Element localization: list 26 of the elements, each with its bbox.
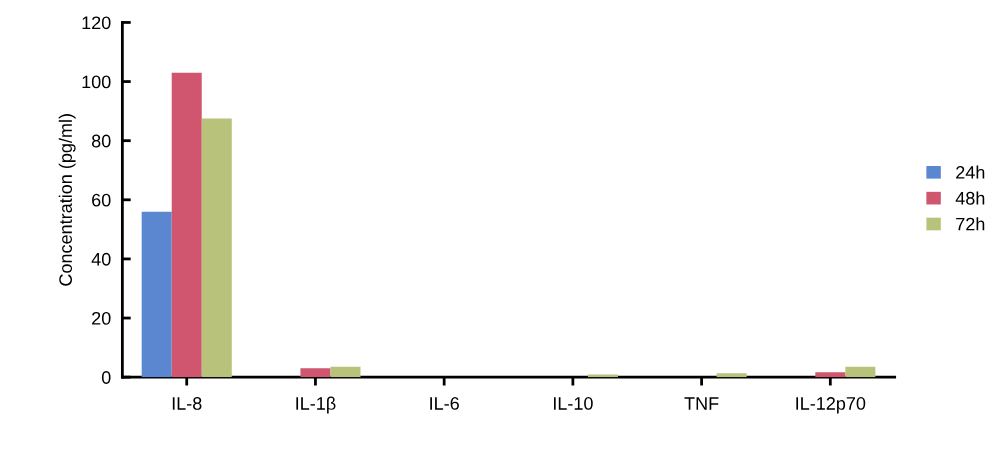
x-tick-label: IL-12p70 bbox=[796, 397, 866, 414]
bar bbox=[300, 368, 331, 378]
bar bbox=[587, 374, 618, 378]
x-tick-label: IL-1β bbox=[296, 396, 336, 414]
x-tick-label: TNF bbox=[684, 397, 719, 410]
y-tick-label: 80 bbox=[91, 134, 111, 148]
bar bbox=[330, 366, 361, 378]
bar bbox=[815, 372, 846, 378]
y-tick-label: 60 bbox=[92, 193, 111, 207]
y-tick-label: 100 bbox=[82, 75, 111, 89]
y-tick-label: 120 bbox=[82, 16, 111, 30]
legend-label: 72h bbox=[956, 217, 985, 231]
bar bbox=[171, 72, 202, 378]
x-tick-label: IL-10 bbox=[553, 397, 593, 410]
legend-label: 24h bbox=[956, 165, 985, 179]
y-tick-label: 0 bbox=[101, 371, 111, 384]
legend-label: 48h bbox=[955, 191, 985, 205]
bar bbox=[201, 118, 232, 378]
y-tick-label: 20 bbox=[92, 311, 111, 325]
x-tick-label: IL-8 bbox=[172, 397, 202, 410]
x-tick-label: IL-6 bbox=[430, 397, 459, 410]
y-tick-label: 40 bbox=[91, 252, 111, 266]
y-axis-title: Concentration (pg/ml) bbox=[58, 114, 76, 286]
bar bbox=[141, 211, 172, 378]
bar bbox=[845, 366, 876, 378]
bar bbox=[716, 373, 747, 378]
